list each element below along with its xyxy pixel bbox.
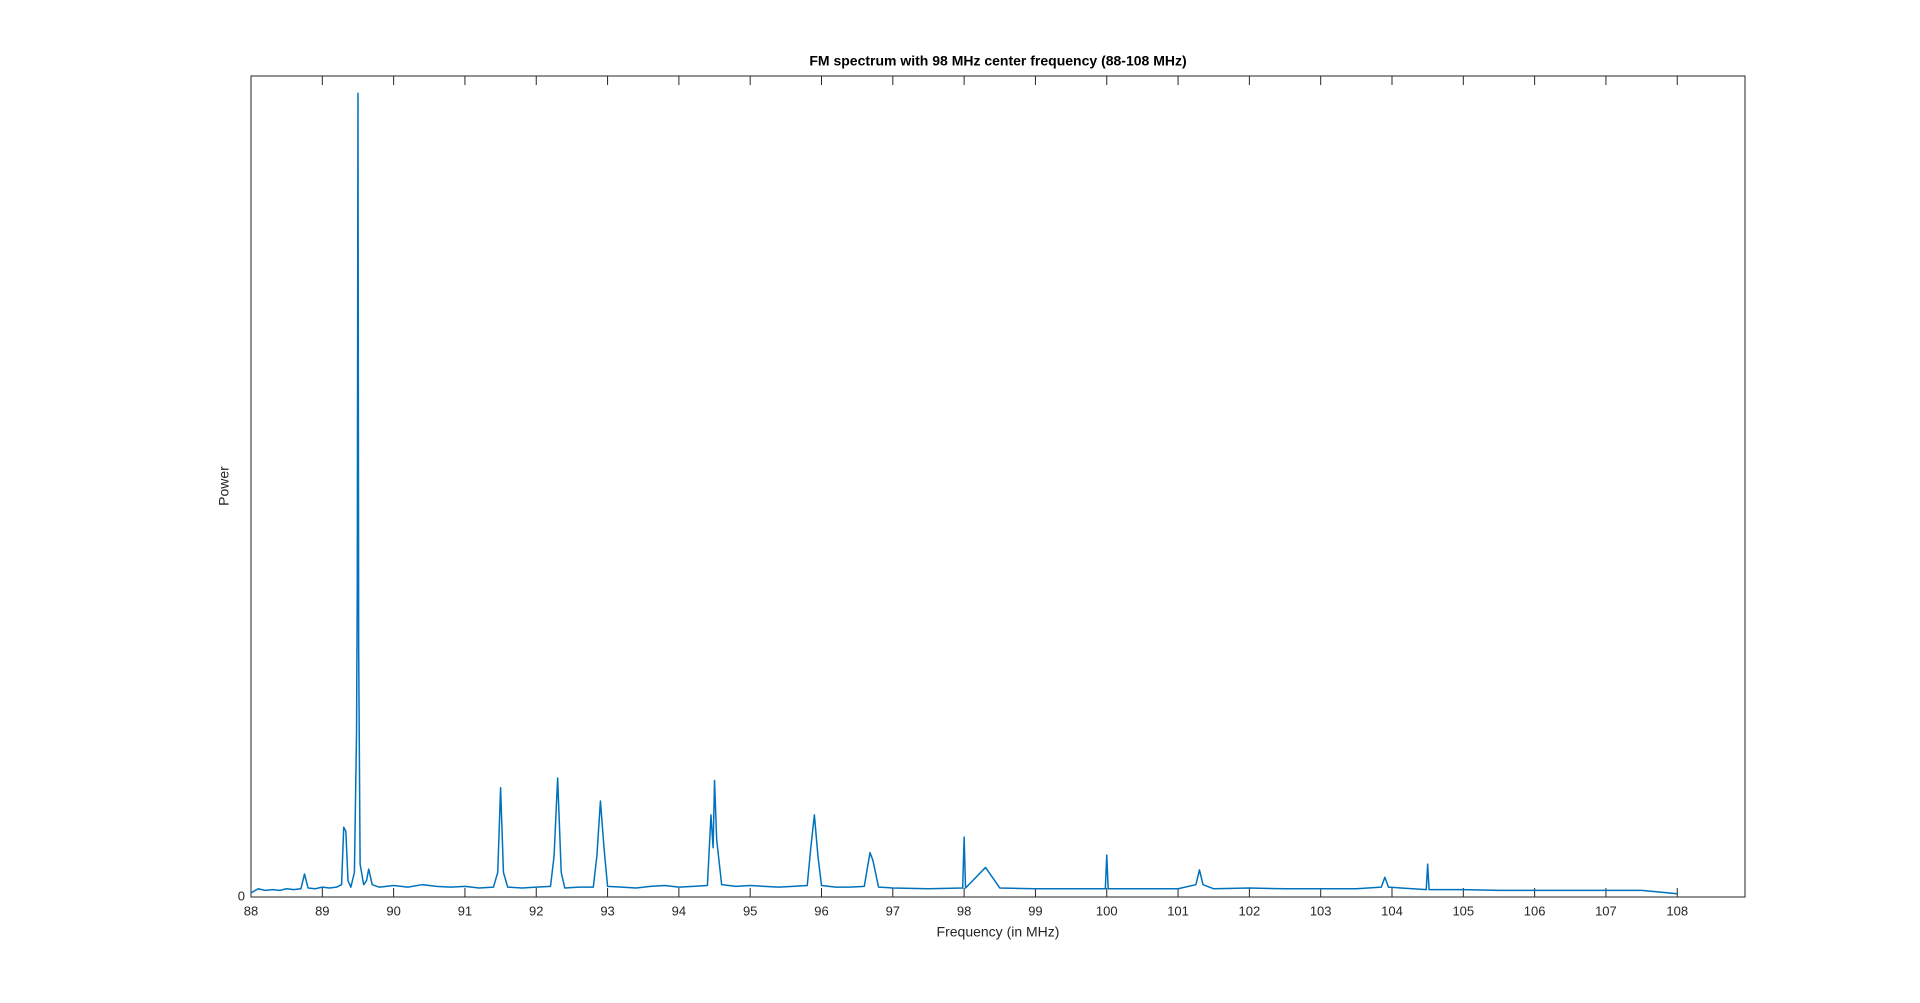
axes-box [250, 75, 1746, 898]
x-tick-label: 98 [957, 903, 971, 918]
x-tick-label: 92 [529, 903, 543, 918]
x-tick-label: 88 [244, 903, 258, 918]
x-tick-label: 93 [600, 903, 614, 918]
chart-title: FM spectrum with 98 MHz center frequency… [809, 53, 1186, 69]
x-tick-label: 103 [1310, 903, 1332, 918]
x-tick-label: 108 [1666, 903, 1688, 918]
x-axis-label: Frequency (in MHz) [937, 924, 1060, 940]
x-tick-label: 91 [458, 903, 472, 918]
x-tick-label: 105 [1452, 903, 1474, 918]
x-tick-label: 100 [1096, 903, 1118, 918]
x-tick-label: 89 [315, 903, 329, 918]
y-tick-label: 0 [238, 888, 245, 903]
x-tick-label: 99 [1028, 903, 1042, 918]
x-tick-label: 104 [1381, 903, 1403, 918]
x-tick-label: 96 [814, 903, 828, 918]
x-tick-label: 107 [1595, 903, 1617, 918]
spectrum-line [250, 92, 1678, 895]
x-tick-label: 97 [886, 903, 900, 918]
x-tick-label: 95 [743, 903, 757, 918]
x-tick-label: 106 [1524, 903, 1546, 918]
x-tick-label: 101 [1167, 903, 1189, 918]
y-axis-label: Power [216, 466, 232, 506]
x-tick-label: 90 [386, 903, 400, 918]
x-tick-label: 102 [1239, 903, 1261, 918]
x-tick-label: 94 [672, 903, 686, 918]
